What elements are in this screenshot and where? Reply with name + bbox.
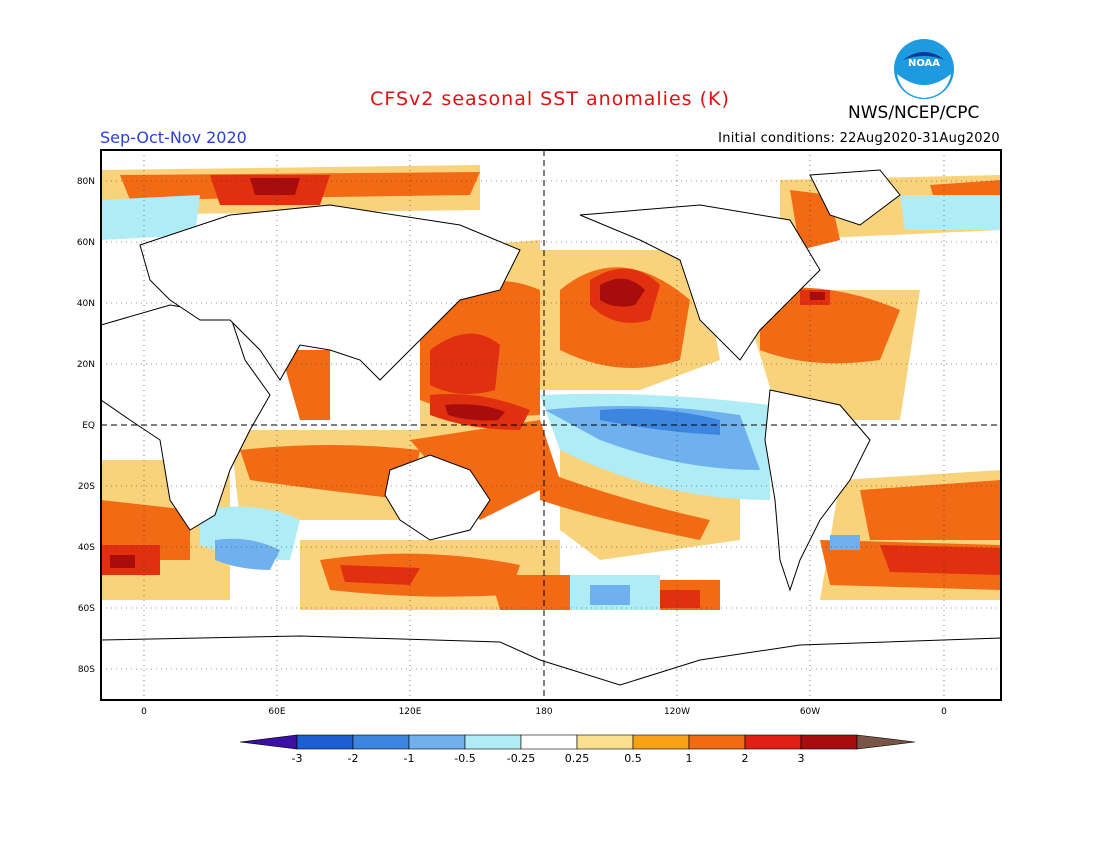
lat-label: 40S	[78, 543, 95, 553]
lon-label: 0	[941, 707, 947, 717]
colorbar-segment	[688, 734, 746, 750]
chart-title: CFSv2 seasonal SST anomalies (K)	[370, 88, 730, 110]
colorbar-segment	[520, 734, 578, 750]
colorbar-segment	[408, 734, 466, 750]
lat-label: 80N	[77, 177, 95, 187]
colorbar-label: -1	[404, 752, 415, 765]
colorbar-segment	[800, 734, 858, 750]
colorbar-label: 0.25	[565, 752, 590, 765]
lat-label: EQ	[82, 421, 95, 431]
noaa-logo-icon: NOAA	[894, 39, 954, 99]
south-america-land	[764, 389, 871, 592]
lat-label: 60N	[77, 238, 95, 248]
land-masses	[101, 169, 1001, 700]
lon-label: 60W	[800, 707, 820, 717]
colorbar-max-arrow	[856, 734, 916, 750]
colorbar-segment	[296, 734, 354, 750]
greenland-land	[809, 169, 901, 226]
lat-label: 40N	[77, 299, 95, 309]
colorbar-label: 1	[686, 752, 693, 765]
colorbar-label: 0.5	[624, 752, 642, 765]
lon-label: 180	[535, 707, 552, 717]
colorbar-label: -2	[348, 752, 359, 765]
antarctica-land	[101, 635, 1001, 700]
lon-label: 60E	[268, 707, 285, 717]
period-label: Sep-Oct-Nov 2020	[100, 128, 247, 147]
colorbar-segment	[352, 734, 410, 750]
map-frame	[100, 149, 1002, 701]
lon-label: 120W	[664, 707, 690, 717]
agency-label: NWS/NCEP/CPC	[848, 103, 980, 123]
colorbar-segment	[576, 734, 634, 750]
colorbar-label: -0.25	[507, 752, 535, 765]
colorbar-segment	[632, 734, 690, 750]
longitude-axis: 0 60E 120E 180 120W 60W 0	[141, 707, 947, 717]
lon-label: 120E	[399, 707, 422, 717]
lon-label: 0	[141, 707, 147, 717]
lat-label: 80S	[78, 665, 95, 675]
lat-label: 60S	[78, 604, 95, 614]
colorbar-label: -0.5	[454, 752, 475, 765]
grid-lines	[101, 150, 1001, 700]
strong-warm-regions	[110, 178, 825, 568]
colorbar-label: 3	[798, 752, 805, 765]
eurasia-land	[139, 204, 521, 381]
colorbar-label: -3	[292, 752, 303, 765]
lat-label: 20S	[78, 482, 95, 492]
logo-text: NOAA	[908, 58, 940, 69]
north-america-land	[579, 204, 821, 361]
colorbar: -3 -2 -1 -0.5 -0.25 0.25 0.5 1 2 3	[239, 734, 916, 765]
colorbar-label: 2	[742, 752, 749, 765]
colorbar-segment	[744, 734, 802, 750]
colorbar-segment	[464, 734, 522, 750]
initial-conditions-label: Initial conditions: 22Aug2020-31Aug2020	[718, 131, 1000, 146]
australia-land	[384, 454, 491, 541]
latitude-axis: 80N 60N 40N 20N EQ 20S 40S 60S 80S	[77, 177, 95, 675]
colorbar-min-arrow	[239, 734, 298, 750]
lat-label: 20N	[77, 360, 95, 370]
anomaly-field	[101, 150, 1001, 700]
